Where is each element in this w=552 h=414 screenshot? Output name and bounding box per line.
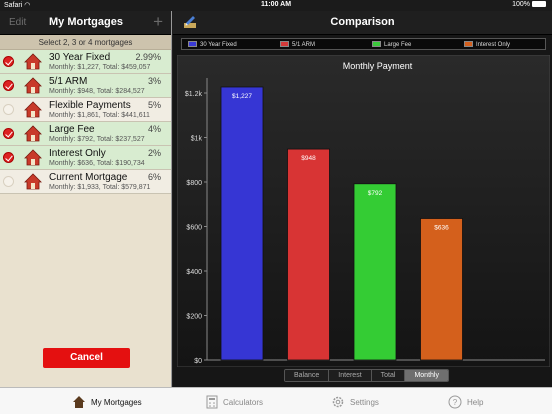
mortgage-detail: Monthly: $948, Total: $284,527 [49,88,145,95]
y-tick-label: $600 [186,225,202,232]
mortgage-row[interactable]: Large Fee 4% Monthly: $792, Total: $237,52… [0,122,171,146]
mortgage-rate: 5% [147,100,161,110]
house-icon [24,173,42,190]
mortgage-detail: Monthly: $1,933, Total: $579,871 [49,184,151,191]
cancel-button[interactable]: Cancel [43,348,130,368]
segment-balance[interactable]: Balance [285,370,330,381]
legend-swatch [280,41,289,47]
bar [220,86,264,361]
mortgage-row[interactable]: 5/1 ARM 3% Monthly: $948, Total: $284,527 [0,74,171,98]
mortgage-rate: 2.99% [135,52,161,62]
checkmark-icon[interactable] [3,80,14,91]
bar [353,183,397,361]
mortgage-detail: Monthly: $792, Total: $237,527 [49,136,145,143]
mortgage-row[interactable]: 30 Year Fixed 2.99% Monthly: $1,227, Total… [0,50,171,74]
checkmark-icon[interactable] [3,152,14,163]
bar-data-label: $636 [434,224,449,231]
legend-swatch [464,41,473,47]
battery-icon [532,1,546,7]
legend-label: 30 Year Fixed [200,42,237,48]
metric-segmented-control: Balance Interest Total Monthly [284,369,449,382]
segment-monthly[interactable]: Monthly [405,370,448,381]
selection-hint: Select 2, 3 or 4 mortgages [0,35,171,50]
legend-swatch [188,41,197,47]
mortgage-name: 5/1 ARM [49,76,88,87]
house-icon [24,101,42,118]
bar [420,218,463,361]
tab-settings[interactable]: Settings [331,395,379,409]
legend-item: Interest Only [464,41,510,48]
mortgage-name: Interest Only [49,148,106,159]
house-icon [24,77,42,94]
y-tick-label: $1k [191,136,203,143]
gear-icon [332,396,344,408]
house-icon [73,396,85,408]
y-tick-label: $400 [186,269,202,276]
mortgage-list: 30 Year Fixed 2.99% Monthly: $1,227, Total… [0,50,171,194]
comparison-title: Comparison [330,16,395,28]
legend-item: 5/1 ARM [280,41,315,48]
add-mortgage-button[interactable]: + [153,12,163,31]
right-navbar: Comparison [173,11,552,35]
tab-my-mortgages[interactable]: My Mortgages [72,395,142,409]
mortgage-rate: 4% [147,124,161,134]
calculator-icon [206,395,218,409]
edit-pencil-icon[interactable] [183,15,197,29]
comparison-panel: Comparison 30 Year Fixed 5/1 ARM Large Fee… [173,11,552,387]
legend-label: 5/1 ARM [292,42,316,48]
segment-total[interactable]: Total [371,370,406,381]
bar-data-label: $948 [301,155,316,162]
bar-data-label: $792 [368,190,383,197]
mortgage-name: Current Mortgage [49,172,128,183]
segment-interest[interactable]: Interest [329,370,372,381]
y-tick-label: $0 [194,358,202,365]
legend-item: 30 Year Fixed [188,41,237,48]
bar-data-label: $1,227 [232,93,252,100]
mortgage-rate: 3% [147,76,161,86]
tab-help[interactable]: ? Help [448,395,483,409]
monthly-payment-chart: Monthly Payment $0 $200 $400 $600 $800 $1k $1.2… [177,55,550,367]
edit-button[interactable]: Edit [9,17,27,28]
house-icon [24,125,42,142]
legend-swatch [372,41,381,47]
mortgage-rate: 6% [147,172,161,182]
chart-title: Monthly Payment [343,61,413,71]
unchecked-icon[interactable] [3,176,14,187]
y-tick-label: $200 [186,314,202,321]
mortgage-name: Large Fee [49,124,95,135]
checkmark-icon[interactable] [3,56,14,67]
house-icon [24,149,42,166]
legend-item: Large Fee [372,41,411,48]
carrier-label: Safari ◠ [4,2,31,9]
legend-label: Large Fee [384,42,412,48]
wifi-icon: ◠ [24,2,31,9]
mortgage-row[interactable]: Current Mortgage 6% Monthly: $1,933, Total… [0,170,171,194]
mortgage-row[interactable]: Flexible Payments 5% Monthly: $1,861, Tota… [0,98,171,122]
help-icon: ? [448,395,462,409]
left-navbar: Edit My Mortgages + [0,11,171,35]
unchecked-icon[interactable] [3,104,14,115]
chart-legend: 30 Year Fixed 5/1 ARM Large Fee Interest On… [181,38,546,50]
mortgage-name: Flexible Payments [49,100,131,111]
mortgage-detail: Monthly: $1,227, Total: $459,057 [49,64,151,71]
y-tick-label: $800 [186,180,202,187]
mortgage-detail: Monthly: $1,861, Total: $441,611 [49,112,150,119]
mortgage-name: 30 Year Fixed [49,52,111,63]
bar [287,148,330,361]
mortgage-row[interactable]: Interest Only 2% Monthly: $636, Total: $19… [0,146,171,170]
legend-label: Interest Only [476,42,511,48]
mortgage-rate: 2% [147,148,161,158]
status-time: 11:00 AM [260,1,292,8]
house-icon [24,53,42,70]
mortgage-list-panel: Edit My Mortgages + Select 2, 3 or 4 mor… [0,11,172,387]
left-title: My Mortgages [49,16,123,28]
svg-text:?: ? [453,398,458,407]
tab-calculators[interactable]: Calculators [206,395,263,409]
tab-bar: My Mortgages Calculators Settings ? Help [0,387,552,414]
checkmark-icon[interactable] [3,128,14,139]
y-tick-label: $1.2k [185,91,203,98]
mortgage-detail: Monthly: $636, Total: $190,734 [49,160,145,167]
status-bar: Safari ◠ 11:00 AM 100% [0,0,552,11]
battery-indicator: 100% [512,1,546,8]
